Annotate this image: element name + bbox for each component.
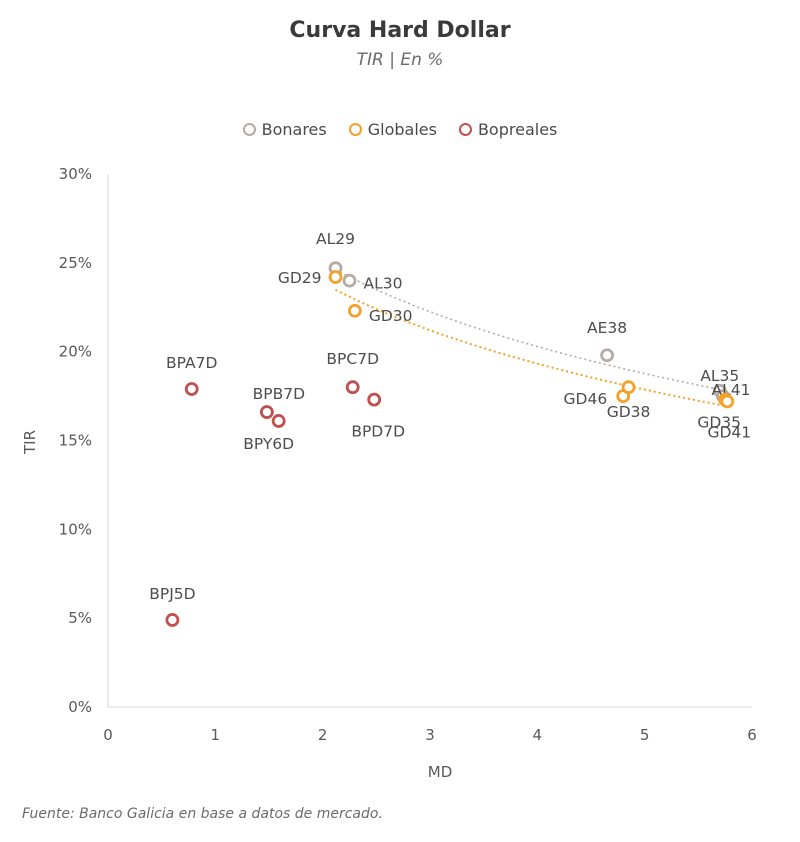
point-label-bpc7d: BPC7D <box>326 350 379 368</box>
point-bpj5d <box>165 613 180 627</box>
point-label-al29: AL29 <box>316 230 355 248</box>
point-label-gd41: GD41 <box>707 423 751 441</box>
y-tick-label: 25% <box>59 254 92 272</box>
legend-label-bopreales: Bopreales <box>477 120 558 139</box>
point-gd29 <box>328 270 343 284</box>
legend-item-bopreales: Bopreales <box>458 120 558 139</box>
legend-item-globales: Globales <box>348 120 437 139</box>
point-label-bpd7d: BPD7D <box>351 423 405 441</box>
point-bpb7d <box>259 405 274 419</box>
x-tick-label: 2 <box>318 726 328 744</box>
point-label-bpb7d: BPB7D <box>253 385 305 403</box>
chart-subtitle: TIR | En % <box>356 50 444 70</box>
x-tick-label: 0 <box>103 726 113 744</box>
point-gd41 <box>720 394 735 409</box>
point-al30 <box>342 273 357 288</box>
x-tick-label: 1 <box>211 726 221 744</box>
y-axis-title: TIR <box>21 430 39 455</box>
x-tick-label: 5 <box>640 726 650 744</box>
y-tick-label: 30% <box>59 165 92 183</box>
point-label-gd30: GD30 <box>369 307 413 325</box>
x-tick-label: 4 <box>533 726 543 744</box>
source-note: Fuente: Banco Galicia en base a datos de… <box>22 806 383 822</box>
trendline-globales <box>335 288 728 408</box>
point-label-ae38: AE38 <box>587 319 627 337</box>
y-tick-label: 5% <box>68 609 92 627</box>
point-bpy6d <box>271 414 286 428</box>
legend-marker-bonares <box>242 123 256 136</box>
point-bpd7d <box>367 392 382 407</box>
y-tick-label: 15% <box>59 432 92 450</box>
point-label-bpa7d: BPA7D <box>166 354 217 372</box>
legend: Bonares Globales Bopreales <box>0 120 800 139</box>
x-tick-label: 6 <box>747 726 757 744</box>
legend-marker-bopreales <box>458 123 472 136</box>
chart-title: Curva Hard Dollar <box>289 18 511 43</box>
point-label-al30: AL30 <box>364 275 403 293</box>
x-axis-title: MD <box>428 763 453 781</box>
point-gd38 <box>621 380 636 395</box>
point-label-gd35: GD35 <box>697 414 741 432</box>
trendline-bonares <box>335 268 724 391</box>
point-label-bpy6d: BPY6D <box>243 435 294 453</box>
legend-marker-globales <box>348 123 362 136</box>
y-tick-label: 10% <box>59 520 92 538</box>
y-tick-label: 20% <box>59 343 92 361</box>
legend-label-bonares: Bonares <box>261 120 327 139</box>
point-bpa7d <box>184 382 199 396</box>
legend-item-bonares: Bonares <box>242 120 327 139</box>
x-tick-label: 3 <box>425 726 435 744</box>
point-gd30 <box>347 303 362 318</box>
y-tick-label: 0% <box>68 698 92 716</box>
point-ae38 <box>600 348 614 363</box>
point-label-bpj5d: BPJ5D <box>149 585 195 603</box>
point-label-al35: AL35 <box>700 367 739 385</box>
point-label-gd38: GD38 <box>607 403 651 421</box>
legend-label-globales: Globales <box>367 120 437 139</box>
point-label-gd46: GD46 <box>564 390 608 408</box>
point-label-gd29: GD29 <box>278 269 322 287</box>
point-bpc7d <box>345 380 360 395</box>
